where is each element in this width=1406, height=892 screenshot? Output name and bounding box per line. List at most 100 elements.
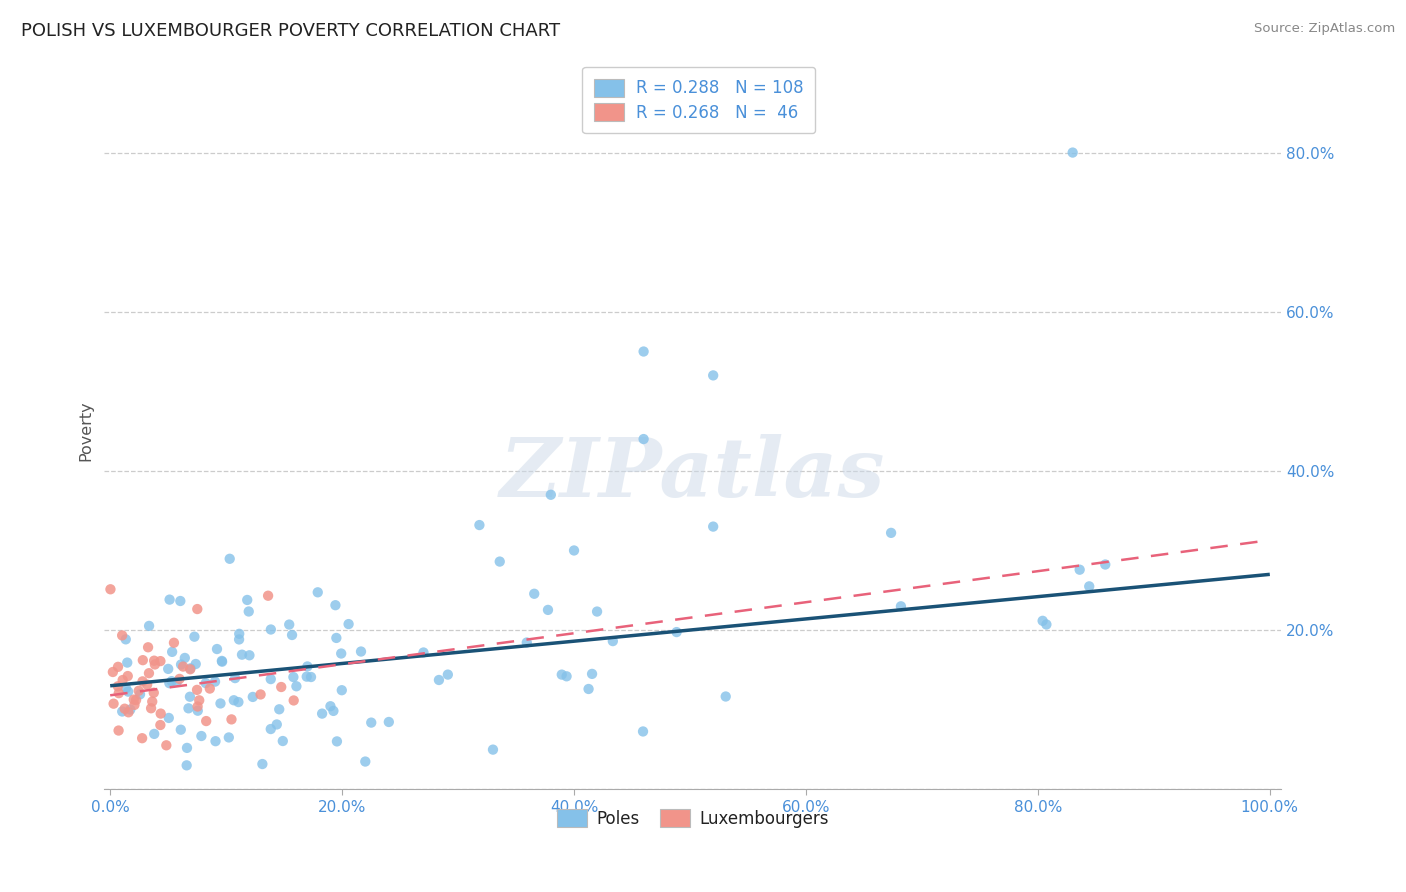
Point (143, 657, 166, 672)
Point (173, 651, 195, 665)
Point (211, 655, 233, 669)
Point (322, 704, 344, 718)
Point (157, 662, 180, 676)
Point (195, 714, 218, 728)
Point (179, 690, 201, 704)
Point (117, 684, 139, 698)
Point (143, 727, 166, 741)
Point (319, 699, 342, 714)
Point (179, 661, 201, 675)
Point (269, 702, 291, 716)
Point (143, 654, 166, 668)
Point (183, 630, 205, 644)
Point (169, 594, 191, 608)
Point (1078, 579, 1101, 593)
Point (149, 706, 172, 721)
Point (142, 686, 165, 700)
Point (427, 673, 450, 687)
Point (176, 740, 198, 755)
Point (586, 605, 609, 619)
Point (179, 662, 201, 676)
Point (516, 635, 538, 649)
Point (186, 602, 208, 616)
Point (228, 632, 250, 647)
Point (1062, 145, 1084, 160)
Point (117, 656, 139, 670)
Point (186, 682, 208, 697)
Point (1032, 614, 1054, 628)
Point (633, 432, 655, 446)
Point (100, 582, 122, 597)
Point (299, 670, 322, 684)
Point (231, 648, 253, 662)
Point (238, 648, 260, 663)
Point (218, 731, 240, 745)
Point (211, 654, 233, 668)
Point (188, 693, 211, 707)
Text: POLISH VS LUXEMBOURGER POVERTY CORRELATION CHART: POLISH VS LUXEMBOURGER POVERTY CORRELATI… (21, 22, 560, 40)
Point (537, 603, 560, 617)
Point (103, 697, 125, 711)
Point (115, 681, 138, 695)
Point (138, 619, 160, 633)
Point (437, 667, 460, 681)
Point (149, 654, 172, 668)
Point (631, 724, 654, 739)
Point (551, 667, 574, 681)
Point (295, 670, 318, 684)
Point (107, 723, 129, 738)
Point (221, 712, 243, 726)
Point (252, 757, 274, 772)
Point (122, 692, 145, 706)
Point (890, 599, 912, 614)
Point (238, 605, 260, 619)
Point (325, 598, 347, 612)
Point (311, 706, 333, 721)
Point (170, 657, 193, 672)
Y-axis label: Poverty: Poverty (79, 401, 93, 461)
Point (266, 717, 288, 731)
Point (242, 690, 264, 704)
Point (488, 555, 510, 569)
Point (325, 631, 347, 645)
Point (204, 734, 226, 748)
Point (257, 589, 280, 603)
Point (136, 678, 159, 692)
Point (326, 734, 349, 748)
Point (155, 739, 177, 753)
Point (176, 758, 198, 772)
Legend: Poles, Luxembourgers: Poles, Luxembourgers (550, 803, 837, 835)
Point (278, 617, 301, 632)
Point (132, 653, 155, 667)
Point (107, 686, 129, 700)
Point (209, 697, 232, 711)
Point (149, 718, 172, 732)
Point (172, 659, 194, 673)
Point (129, 687, 152, 701)
Point (128, 683, 150, 698)
Text: ZIPatlas: ZIPatlas (501, 434, 886, 514)
Point (111, 628, 134, 642)
Point (187, 699, 209, 714)
Point (157, 711, 180, 725)
Point (141, 695, 163, 709)
Point (1035, 617, 1057, 632)
Point (111, 673, 134, 687)
Point (562, 543, 585, 558)
Point (702, 368, 724, 383)
Point (136, 640, 159, 655)
Point (307, 585, 329, 599)
Point (114, 632, 136, 647)
Point (170, 723, 193, 737)
Point (117, 669, 139, 683)
Point (160, 645, 183, 659)
Point (555, 669, 578, 683)
Point (205, 642, 228, 657)
Point (163, 636, 186, 650)
Point (228, 695, 250, 709)
Point (602, 634, 624, 648)
Point (482, 742, 505, 756)
Point (157, 676, 180, 690)
Point (283, 693, 305, 707)
Point (184, 657, 207, 671)
